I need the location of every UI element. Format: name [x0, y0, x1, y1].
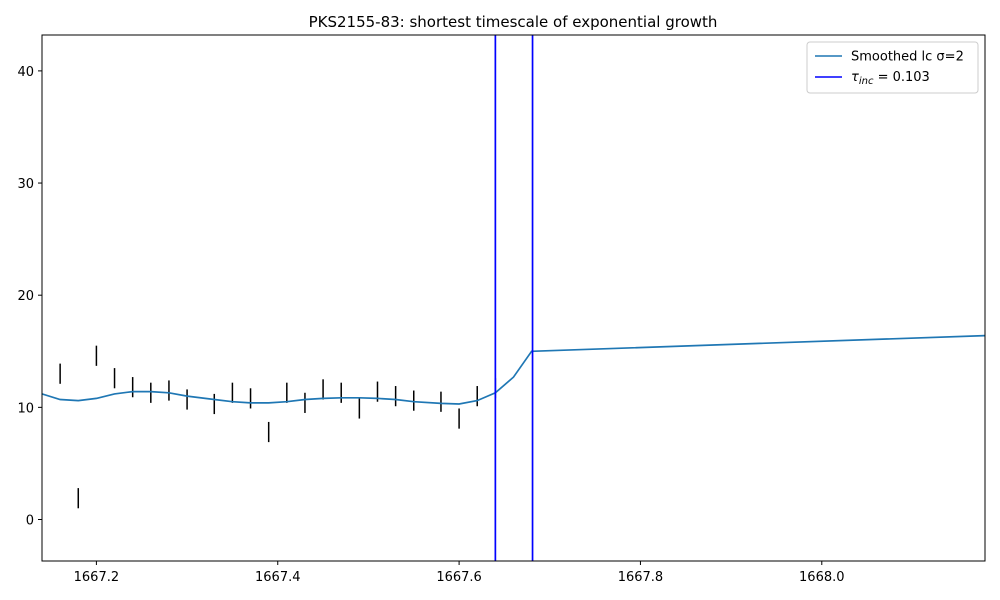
x-tick-label: 1667.4	[255, 570, 301, 585]
y-tick-label: 20	[17, 289, 34, 304]
legend-tau-symbol: τ	[851, 70, 859, 85]
legend: Smoothed lc σ=2 τinc = 0.103	[806, 41, 979, 94]
y-tick-label: 40	[17, 65, 34, 80]
legend-label-smoothed: Smoothed lc σ=2	[851, 50, 964, 65]
x-tick-label: 1667.6	[436, 570, 482, 585]
axes-frame	[41, 34, 986, 562]
chart-title: PKS2155-83: shortest timescale of expone…	[309, 13, 718, 31]
y-tick-label: 10	[17, 401, 34, 416]
legend-label-tau: τinc = 0.103	[851, 70, 930, 87]
plot-area	[42, 35, 985, 561]
x-axis: 1667.2 1667.4 1667.6 1667.8 1668.0	[74, 561, 845, 585]
legend-box	[806, 41, 979, 94]
legend-tau-subscript: inc	[859, 76, 874, 87]
x-tick-label: 1667.2	[74, 570, 120, 585]
x-tick-label: 1668.0	[799, 570, 845, 585]
y-tick-label: 30	[17, 177, 34, 192]
y-tick-label: 0	[26, 514, 34, 529]
x-tick-label: 1667.8	[618, 570, 664, 585]
y-axis: 0 10 20 30 40	[17, 65, 42, 529]
legend-tau-value: = 0.103	[873, 70, 929, 85]
series-line-smoothed	[42, 334, 985, 405]
